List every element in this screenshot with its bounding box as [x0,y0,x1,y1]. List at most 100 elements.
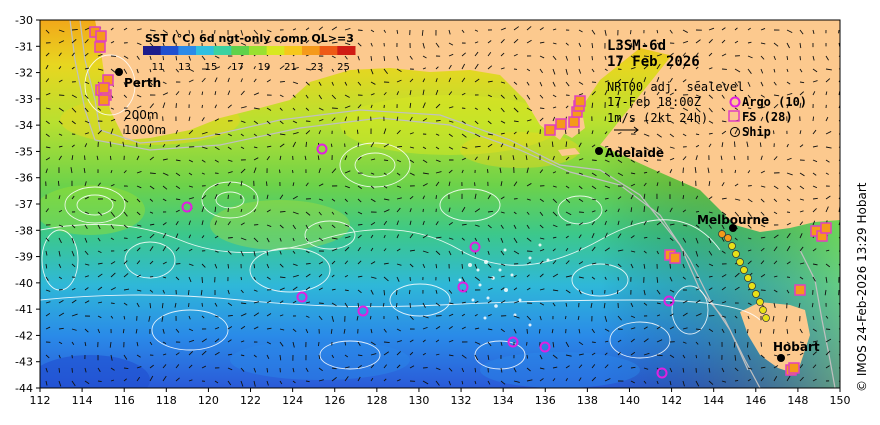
current-vector [422,183,428,187]
current-vector [422,263,426,269]
current-vector [656,77,660,83]
current-vector [370,93,375,96]
current-vector [578,353,584,356]
current-vector [123,354,128,360]
current-vector [227,339,232,343]
current-vector [786,102,790,109]
current-vector [721,274,727,278]
current-vector [357,104,362,109]
current-vector [565,55,569,61]
current-vector [344,260,349,265]
current-vector [201,104,203,109]
colorbar-tick-label: 17 [231,62,244,73]
current-vector [292,274,299,278]
current-vector [279,300,284,304]
current-vector [175,159,181,162]
current-vector [656,53,662,57]
current-vector [396,276,400,282]
current-vector [409,220,412,226]
current-vector [188,379,193,382]
current-vector [577,315,580,321]
current-vector [695,313,702,317]
current-vector [58,224,64,228]
current-vector [58,133,63,136]
current-vector [461,157,466,161]
current-vector [721,380,727,383]
argo-marker [357,305,369,317]
current-vector [240,180,243,187]
current-vector [759,142,762,148]
current-vector [565,354,572,357]
current-vector [682,133,687,137]
current-vector [188,91,191,96]
current-vector [461,250,464,255]
current-vector [162,68,165,73]
current-vector [435,339,440,343]
current-vector [370,29,375,33]
current-vector [292,141,297,148]
current-vector [448,29,451,35]
current-vector [617,208,620,213]
current-vector [669,77,673,83]
current-vector [188,129,194,135]
current-vector [136,211,141,216]
current-vector [448,289,453,294]
current-vector [604,68,608,72]
current-vector [604,209,608,213]
current-vector [500,27,506,31]
current-vector [84,155,86,161]
current-vector [747,68,752,74]
current-vector [500,263,506,267]
current-vector [708,211,713,214]
current-vector [565,248,569,252]
current-vector [708,287,713,291]
current-vector [240,289,244,294]
current-vector [356,315,359,321]
current-vector [188,248,193,252]
current-vector [356,129,359,135]
current-vector [357,260,362,265]
argo-marker [663,295,675,307]
current-vector [799,246,804,252]
current-vector [669,289,675,293]
current-vector [162,158,168,161]
current-vector [552,155,555,161]
current-vector [396,340,402,343]
current-vector [110,367,115,371]
current-vector [409,146,414,149]
current-vector [760,224,766,228]
colorbar-tick-label: 11 [152,62,165,73]
current-vector [773,260,778,265]
x-tick-label: 142 [661,394,682,407]
current-vector [747,55,753,59]
argo-marker [507,336,519,348]
current-vector [318,211,322,216]
current-vector [214,183,219,187]
current-vector [656,106,661,109]
current-vector [617,102,620,109]
current-vector [369,315,372,320]
current-vector [461,206,466,213]
current-vector [630,103,633,109]
current-vector [292,328,297,333]
current-vector [110,198,117,202]
current-vector [448,237,454,240]
current-vector [630,263,634,269]
current-vector [760,236,766,239]
current-vector [695,237,699,244]
current-vector [448,302,454,305]
current-vector [539,302,545,306]
current-vector [45,367,48,373]
current-vector [370,222,376,226]
fs-marker [98,94,110,106]
sealevel-line1: NRT00 adj. sealevel [607,80,744,94]
current-vector [487,65,493,70]
current-vector [110,302,115,305]
current-vector [591,102,594,109]
current-vector [149,29,156,32]
current-vector [370,142,375,148]
current-vector [604,172,611,177]
current-vector [617,352,621,356]
current-vector [253,133,257,137]
current-vector [45,107,51,110]
